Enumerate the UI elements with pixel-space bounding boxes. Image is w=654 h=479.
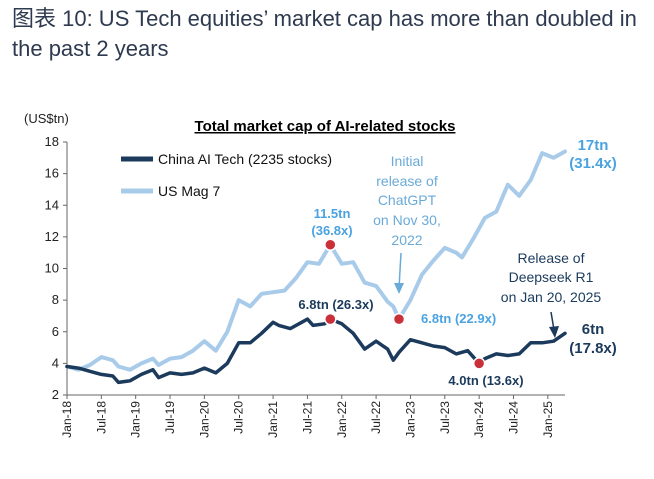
- x-tick-label: Jul-20: [232, 401, 246, 434]
- marker-layer: [324, 238, 486, 370]
- deepseek-line-2: Deepseek R1: [509, 269, 594, 285]
- y-tick-label: 18: [45, 134, 59, 149]
- x-tick-label: Jan-21: [266, 401, 280, 438]
- deepseek-arrowhead: [549, 326, 559, 338]
- x-tick-label: Jul-22: [369, 401, 383, 434]
- chatgpt-arrow: [398, 252, 402, 289]
- chatgpt-line-5: 2022: [391, 232, 422, 248]
- y-tick-label: 6: [52, 324, 59, 339]
- chatgpt-line-2: release of: [376, 173, 438, 189]
- chatgpt-line-4: on Nov 30,: [373, 212, 441, 228]
- y-axis-unit-label: (US$tn): [24, 111, 69, 126]
- chatgpt-callout: Initial release of ChatGPT on Nov 30, 20…: [373, 153, 441, 294]
- series-line-us-mag7: [65, 149, 567, 372]
- deepseek-line-3: on Jan 20, 2025: [501, 289, 602, 305]
- annotation-us-peak-multiple: (36.8x): [311, 223, 352, 238]
- legend-label-china: China AI Tech (2235 stocks): [158, 151, 332, 167]
- series-layer: [65, 149, 567, 385]
- axes: 2 4 6 8 10 12 14 16 18 Jan-18 Jul-18 Jan-19 Jul-19 Ja…: [45, 134, 565, 438]
- x-tick-label: Jan-20: [197, 401, 211, 438]
- chart-title: Total market cap of AI-related stocks: [195, 118, 456, 135]
- legend-label-us: US Mag 7: [158, 183, 220, 199]
- x-tick-label: Jan-19: [129, 401, 143, 438]
- highlight-point: [324, 312, 337, 326]
- y-tick-label: 10: [45, 261, 59, 276]
- x-tick-label: Jul-19: [163, 401, 177, 434]
- x-tick-label: Jan-25: [541, 401, 555, 438]
- x-tick-label: Jan-24: [472, 401, 486, 438]
- page-title: 图表 10: US Tech equities’ market cap has …: [12, 6, 637, 61]
- x-tick-label: Jan-18: [60, 401, 74, 438]
- x-tick-label: Jan-23: [403, 401, 417, 438]
- deepseek-callout: Release of Deepseek R1 on Jan 20, 2025: [501, 250, 602, 338]
- annotation-us-peak-value: 11.5tn: [314, 206, 351, 221]
- y-tick-label: 4: [52, 355, 59, 370]
- y-tick-label: 2: [52, 387, 59, 402]
- annotation-china-peak: 6.8tn (26.3x): [298, 297, 373, 312]
- annotations: 11.5tn (36.8x) 6.8tn (26.3x) 6.8tn (22.9…: [298, 137, 616, 388]
- annotation-china-end-value: 6tn: [582, 321, 605, 338]
- y-tick-label: 8: [52, 292, 59, 307]
- annotation-us-end-value: 17tn: [578, 137, 609, 154]
- highlight-point: [392, 312, 406, 326]
- x-tick-label: Jul-18: [94, 401, 108, 434]
- annotation-us-trough: 6.8tn (22.9x): [421, 311, 496, 326]
- y-tick-label: 12: [45, 229, 59, 244]
- deepseek-line-1: Release of: [518, 250, 585, 266]
- highlight-point: [324, 238, 337, 252]
- x-tick-label: Jul-21: [300, 401, 314, 434]
- y-tick-label: 14: [45, 197, 59, 212]
- annotation-china-end-multiple: (17.8x): [569, 340, 617, 357]
- x-tick-label: Jul-23: [438, 401, 452, 434]
- legend: China AI Tech (2235 stocks) US Mag 7: [121, 151, 332, 199]
- chatgpt-line-3: ChatGPT: [378, 192, 437, 208]
- x-tick-label: Jul-24: [506, 401, 520, 434]
- x-tick-label: Jan-22: [335, 401, 349, 438]
- y-tick-label: 16: [45, 166, 59, 181]
- annotation-us-end-multiple: (31.4x): [569, 155, 617, 172]
- annotation-china-trough: 4.0tn (13.6x): [448, 373, 523, 388]
- chatgpt-line-1: Initial: [391, 153, 424, 169]
- chatgpt-arrowhead: [394, 283, 404, 294]
- highlight-point: [472, 357, 486, 370]
